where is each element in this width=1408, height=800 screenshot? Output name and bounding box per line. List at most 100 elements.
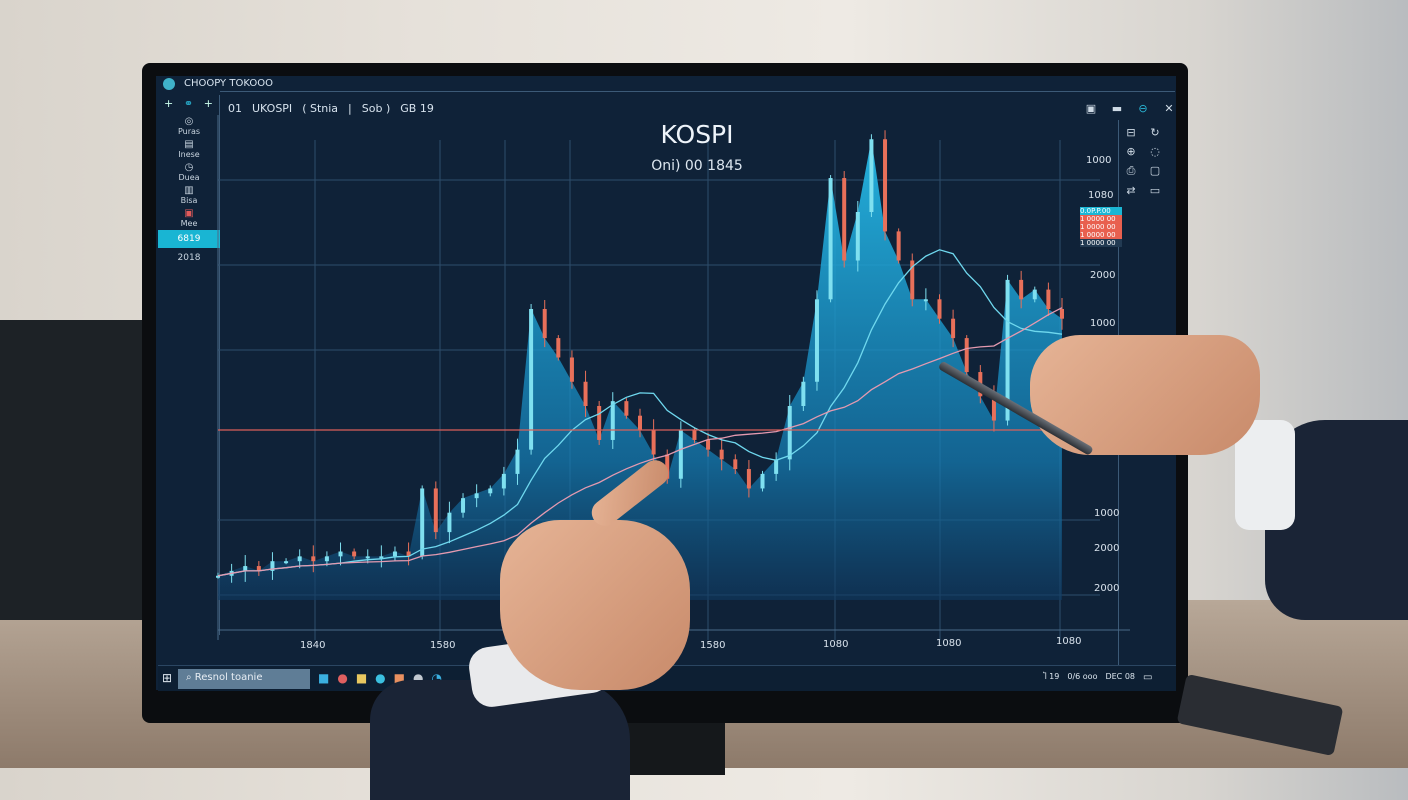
sidebar-item-puras[interactable]: ◎ Puras <box>158 115 220 138</box>
tray-item[interactable]: Ⴈ 19 <box>1043 672 1060 681</box>
window-controls: ▣ ▬ ⊖ ✕ <box>1082 102 1178 115</box>
minimize-icon[interactable]: ▬ <box>1111 102 1123 115</box>
tray-item[interactable]: DEC 08 <box>1105 672 1135 681</box>
candle-body <box>406 551 411 557</box>
candle-body <box>583 381 588 406</box>
media-icon[interactable]: ● <box>337 671 348 685</box>
candle-body <box>692 430 697 440</box>
sidebar-item-label: Puras <box>177 127 201 136</box>
toolbar-item[interactable]: ( Stnia <box>302 102 339 115</box>
candle-body <box>883 139 888 232</box>
x-tick-label: 1580 <box>430 640 456 651</box>
add-icon[interactable]: + <box>203 97 213 110</box>
add-icon[interactable]: + <box>164 97 174 110</box>
moving-average-2 <box>217 307 1063 577</box>
candle-body <box>297 556 302 562</box>
book-icon: ▥ <box>184 185 194 196</box>
candle-body <box>610 401 615 440</box>
y-tick-label: 1000 <box>1094 508 1120 519</box>
app-logo-icon <box>163 78 175 90</box>
x-tick-label: 1080 <box>1056 636 1082 647</box>
divider <box>220 91 1175 92</box>
sidebar-item-inese[interactable]: ▤ Inese <box>158 138 220 161</box>
y-tick-label: 2000 <box>1090 270 1116 281</box>
y-tick-label: 2000 <box>1094 543 1120 554</box>
folder-icon[interactable]: ▭ <box>1149 184 1161 197</box>
x-tick-label: 1840 <box>300 640 326 651</box>
price-tag: 0.0P.P.00 <box>1080 207 1122 215</box>
chat-icon[interactable]: ◌ <box>1150 145 1160 158</box>
candle-body <box>379 556 384 559</box>
sidebar-item-2018[interactable]: 2018 <box>177 253 201 263</box>
candle-body <box>392 551 397 557</box>
sidebar-item-label: Inese <box>178 150 200 159</box>
price-tags: 0.0P.P.00 1 0000 00 1 0000 00 1 0000 00 … <box>1080 207 1122 247</box>
chart <box>216 115 1130 640</box>
candle-body <box>542 309 547 339</box>
edge-icon[interactable]: ◔ <box>431 671 442 685</box>
x-tick-label: 1080 <box>823 639 849 650</box>
link-icon[interactable]: ⚭ <box>183 97 194 110</box>
start-icon[interactable]: ⊞ <box>162 671 173 685</box>
candle-body <box>665 454 670 479</box>
save-icon[interactable]: ▢ <box>1149 164 1161 177</box>
candle-body <box>284 561 289 564</box>
sidebar-item-mee[interactable]: ▣ Mee <box>158 207 220 230</box>
restore-icon[interactable]: ▣ <box>1085 102 1097 115</box>
taskbar-search[interactable]: ⌕ Resnol toanie <box>178 669 310 689</box>
candle-body <box>869 139 874 212</box>
candle-body <box>338 551 343 557</box>
right-toolbar: ⊟ ↻ ⊕ ◌ ⎙ ▢ ⇄ ▭ <box>1122 126 1164 197</box>
folder-icon[interactable]: ■ <box>355 671 368 685</box>
candle-body <box>896 231 901 261</box>
candle-body <box>488 488 493 494</box>
candle-body <box>1005 279 1010 421</box>
sidebar-item-label: Duea <box>178 173 200 182</box>
candle-body <box>706 439 711 450</box>
candle-body <box>256 566 261 571</box>
close-icon[interactable]: ✕ <box>1164 102 1174 115</box>
zoom-icon[interactable]: ⊕ <box>1126 145 1136 158</box>
tray-item[interactable]: 0/6 ooo <box>1067 672 1098 681</box>
share-icon[interactable]: ⇄ <box>1126 184 1136 197</box>
chart-title: KOSPI <box>660 120 734 149</box>
browser-icon[interactable]: ● <box>375 671 386 685</box>
y-tick-label: 1080 <box>1088 190 1114 201</box>
camera-icon[interactable]: ● <box>413 671 424 685</box>
candle-body <box>760 473 765 489</box>
toolbar-item[interactable]: 01 <box>228 102 242 115</box>
candle-body <box>937 299 942 319</box>
mail-icon[interactable]: ■ <box>393 671 405 685</box>
store-icon[interactable]: ■ <box>318 671 330 685</box>
chart-icon: ◎ <box>184 116 194 127</box>
candle-body <box>597 406 602 440</box>
monitor-stand <box>615 715 725 775</box>
y-tick-label: 2000 <box>1094 583 1120 594</box>
candle-body <box>1046 289 1051 309</box>
candle-body <box>461 498 466 513</box>
candle-body <box>216 575 220 578</box>
settings-icon[interactable]: ⊖ <box>1138 102 1148 115</box>
toolbar-item[interactable]: GB 19 <box>400 102 434 115</box>
candle-body <box>624 401 629 416</box>
candle-body <box>801 381 806 406</box>
candle-body <box>787 406 792 460</box>
symbol-label[interactable]: UKOSPI <box>252 102 293 115</box>
sidebar-item-label: Bisa <box>180 196 198 205</box>
candle-body <box>651 430 656 455</box>
sidebar-item-bisa[interactable]: ▥ Bisa <box>158 184 220 207</box>
toolbar-item[interactable]: Sob ) <box>361 102 391 115</box>
notification-icon[interactable]: ▭ <box>1143 672 1153 683</box>
print-icon[interactable]: ⎙ <box>1126 164 1136 177</box>
layers-icon[interactable]: ⊟ <box>1126 126 1136 139</box>
candle-body <box>842 178 847 261</box>
refresh-icon[interactable]: ↻ <box>1150 126 1160 139</box>
sidebar-item-active[interactable]: 6819 <box>158 230 220 248</box>
y-tick-label: 1000 <box>1086 155 1112 166</box>
sidebar-item-duea[interactable]: ◷ Duea <box>158 161 220 184</box>
candle-body <box>964 338 969 373</box>
candle-body <box>951 318 956 339</box>
price-tag: 1 0000 00 <box>1080 231 1122 239</box>
search-icon: ⌕ <box>186 672 195 683</box>
candle-body <box>814 299 819 382</box>
